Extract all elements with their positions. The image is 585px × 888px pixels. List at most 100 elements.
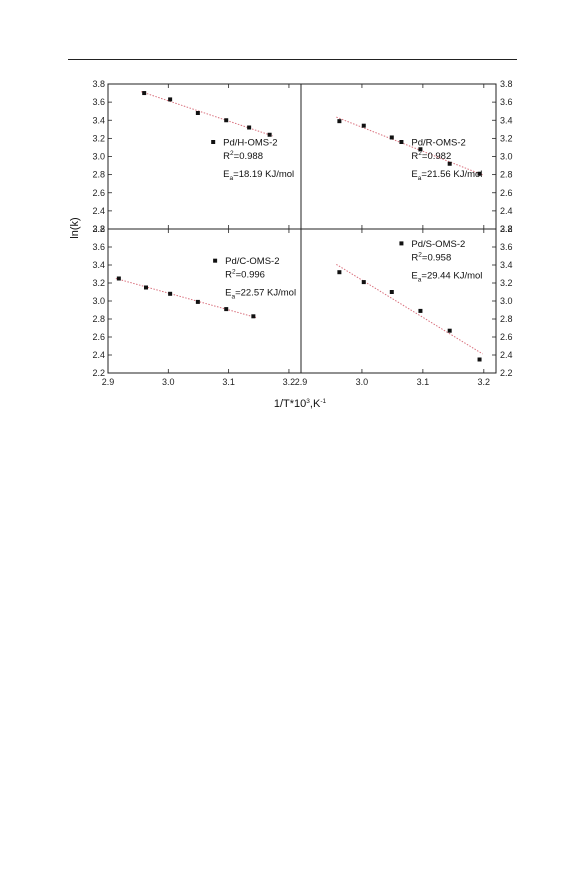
y-tick-label: 2.8 (500, 314, 513, 324)
y-tick-label: 2.8 (500, 170, 513, 180)
data-point (224, 307, 229, 312)
data-point (477, 357, 482, 362)
panel-frame (107, 83, 302, 230)
legend-marker (213, 258, 218, 263)
data-point (267, 132, 272, 137)
r-squared-superscript: 2 (418, 251, 422, 258)
y-tick-label: 2.2 (500, 368, 513, 378)
data-point (389, 135, 394, 140)
data-point (418, 308, 423, 313)
y-tick-label: 2.4 (92, 206, 105, 216)
data-point (195, 111, 200, 115)
y-tick-label: 2.6 (500, 188, 513, 198)
y-axis-title: ln(k) (69, 217, 81, 238)
data-point (361, 123, 366, 128)
r-squared-superscript: 2 (418, 150, 422, 157)
data-point (224, 118, 229, 123)
fit-line (141, 91, 273, 137)
fit-line (336, 116, 483, 176)
x-tick-label: 3.2 (478, 377, 491, 387)
y-tick-label: 3.2 (92, 133, 105, 143)
x-tick-label: 2.9 (102, 377, 115, 387)
activation-energy-annotation: Ea=18.19 KJ/mol (223, 169, 294, 182)
r-squared-annotation: R2=0.988 (223, 150, 263, 162)
y-tick-label: 3.8 (92, 224, 105, 234)
activation-energy-symbol: E (411, 270, 417, 281)
x-axis-title-mid: ,K (310, 398, 321, 410)
x-axis-title-sup1: 3 (306, 398, 310, 405)
y-tick-label: 3.8 (92, 79, 105, 89)
data-point (337, 270, 342, 275)
x-axis-title: 1/T*103,K-1 (274, 398, 327, 410)
r-squared-symbol: R (411, 151, 418, 162)
r-squared-annotation: R2=0.958 (411, 251, 451, 263)
legend-series-name: Pd/R-OMS-2 (411, 138, 465, 149)
x-axis-title-main: 1/T*10 (274, 398, 306, 410)
data-point (116, 276, 121, 281)
data-point (447, 161, 452, 166)
x-tick-label: 3.1 (222, 377, 235, 387)
page-header-rule (68, 59, 517, 60)
y-tick-label: 3.6 (500, 97, 513, 107)
y-tick-label: 3.6 (500, 242, 513, 252)
y-tick-label: 3.0 (500, 296, 513, 306)
r-squared-annotation: R2=0.996 (225, 269, 265, 281)
x-tick-label: 3.0 (356, 377, 369, 387)
r-squared-value: =0.982 (422, 151, 451, 162)
panel-frame (300, 228, 497, 374)
panels-layer: 2.22.42.62.83.03.23.43.63.8Pd/H-OMS-2R2=… (92, 79, 512, 387)
legend-marker (399, 140, 404, 144)
r-squared-superscript: 2 (232, 269, 236, 276)
y-tick-label: 3.4 (500, 115, 513, 125)
y-tick-label: 2.8 (92, 314, 105, 324)
axes-labels-layer: ln(k) 1/T*103,K-1 (69, 217, 327, 410)
y-tick-label: 2.4 (500, 206, 513, 216)
activation-energy-value: =18.19 KJ/mol (233, 169, 294, 180)
panel-bottom-left: 2.2 2.4 2.6 2.8 3.0 3.2 3.4 3.6 3.8 2.9 3.0 3.1 3.2 P… (92, 224, 302, 387)
r-squared-superscript: 2 (230, 150, 234, 157)
data-point (477, 171, 482, 176)
panel-bottom-right: 2.2 2.4 2.6 2.8 3.0 3.2 3.4 3.6 3.8 2.9 3.0 3.1 3.2 P… (295, 224, 513, 387)
panel-frame (107, 228, 302, 374)
activation-energy-subscript: a (231, 294, 235, 301)
data-point (168, 97, 173, 102)
data-point (447, 328, 452, 333)
panel-top-left: 2.22.42.62.83.03.23.43.63.8Pd/H-OMS-2R2=… (92, 79, 302, 234)
activation-energy-symbol: E (411, 169, 417, 180)
y-tick-label: 3.0 (500, 152, 513, 162)
data-point (142, 91, 147, 96)
activation-energy-value: =29.44 KJ/mol (421, 270, 482, 281)
y-tick-label: 3.8 (500, 224, 513, 234)
data-point (247, 125, 252, 130)
data-point (195, 299, 200, 304)
y-tick-label: 3.4 (92, 260, 105, 270)
x-axis-title-sup2: -1 (320, 398, 326, 405)
y-tick-label: 3.4 (92, 115, 105, 125)
x-tick-label: 2.9 (295, 377, 308, 387)
legend-series-name: Pd/S-OMS-2 (411, 239, 465, 250)
activation-energy-annotation: Ea=29.44 KJ/mol (411, 270, 482, 283)
activation-energy-value: =21.56 KJ/mol (421, 169, 482, 180)
y-tick-label: 3.2 (92, 278, 105, 288)
activation-energy-subscript: a (418, 175, 422, 182)
legend-marker (211, 140, 216, 144)
legend-marker (399, 241, 404, 246)
r-squared-annotation: R2=0.982 (411, 150, 451, 162)
r-squared-value: =0.958 (422, 252, 451, 263)
y-tick-label: 3.0 (92, 152, 105, 162)
x-tick-label: 3.1 (417, 377, 430, 387)
data-point (143, 285, 148, 290)
data-point (418, 147, 423, 152)
y-tick-label: 2.2 (92, 368, 105, 378)
r-squared-value: =0.996 (236, 270, 265, 281)
fit-line (115, 278, 257, 319)
legend-series-name: Pd/H-OMS-2 (223, 138, 277, 149)
y-tick-label: 2.4 (500, 350, 513, 360)
r-squared-symbol: R (223, 151, 230, 162)
activation-energy-subscript: a (418, 276, 422, 283)
y-tick-label: 2.6 (92, 332, 105, 342)
panel-frame (300, 83, 497, 230)
y-tick-label: 3.6 (92, 242, 105, 252)
y-tick-label: 3.2 (500, 278, 513, 288)
